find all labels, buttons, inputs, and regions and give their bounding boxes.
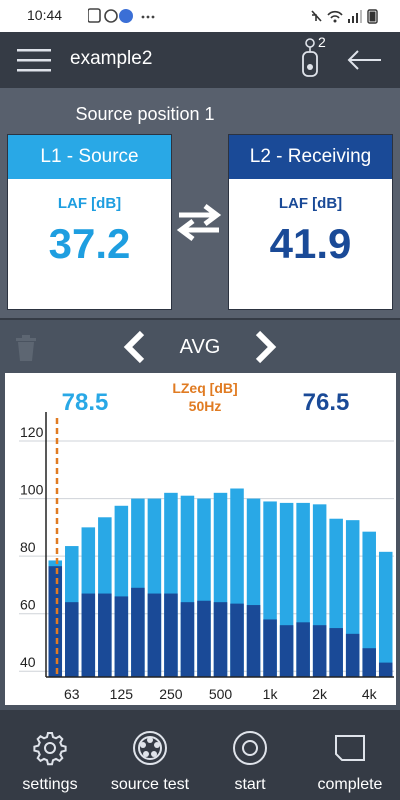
y-tick-label: 40 bbox=[20, 654, 36, 670]
page-title: example2 bbox=[70, 48, 153, 69]
card-unit: LAF [dB] bbox=[278, 195, 343, 212]
spectrum-chart[interactable]: 40 60 80 100 120 63 125 250 500 1k 2k 4k 78.5 LZeq … bbox=[5, 373, 396, 705]
chart-metric-label: LZeq [dB] bbox=[172, 380, 237, 396]
x-tick-label: 250 bbox=[159, 686, 183, 702]
chart-svg: 40 60 80 100 120 63 125 250 500 1k 2k 4k 78.5 LZeq … bbox=[19, 380, 394, 702]
chart-bar bbox=[131, 587, 145, 677]
start-circle-icon bbox=[233, 731, 267, 765]
nav-label: start bbox=[234, 776, 266, 793]
speaker-icon bbox=[133, 731, 167, 765]
chart-bar bbox=[378, 551, 393, 677]
chart-bar bbox=[65, 602, 79, 677]
card-unit: LAF [dB] bbox=[57, 195, 122, 212]
chart-bar bbox=[197, 600, 211, 677]
chart-bar bbox=[164, 593, 178, 677]
chart-bar bbox=[114, 596, 129, 677]
bottom-nav: settings source test start complete bbox=[0, 710, 400, 800]
card-value: 41.9 bbox=[269, 220, 352, 267]
source-test-button[interactable]: source test bbox=[100, 710, 200, 800]
l1-source-card[interactable]: L1 - Source LAF [dB] 37.2 bbox=[7, 134, 172, 310]
trash-icon[interactable] bbox=[14, 334, 38, 362]
system-icons bbox=[311, 9, 378, 24]
gear-icon bbox=[33, 732, 67, 766]
chart-bar bbox=[230, 603, 244, 677]
spectrum-section: AVG 40 60 80 100 120 63 125 250 500 1k 2k 4k 78.5 L… bbox=[0, 320, 400, 710]
chart-bar bbox=[329, 628, 343, 677]
l2-receiving-card[interactable]: L2 - Receiving LAF [dB] 41.9 bbox=[228, 134, 393, 310]
complete-button[interactable]: complete bbox=[300, 710, 400, 800]
nav-label: source test bbox=[110, 776, 190, 793]
chart-bar bbox=[362, 531, 376, 677]
notification-icons bbox=[88, 8, 155, 23]
chart-bar bbox=[48, 566, 63, 677]
y-tick-label: 100 bbox=[20, 482, 44, 498]
chart-bar bbox=[81, 593, 96, 677]
x-tick-label: 2k bbox=[312, 686, 328, 702]
settings-button[interactable]: settings bbox=[0, 710, 100, 800]
chart-bar bbox=[378, 662, 393, 677]
chart-bar bbox=[279, 625, 294, 677]
nav-label: settings bbox=[22, 776, 78, 793]
x-tick-label: 125 bbox=[110, 686, 134, 702]
chart-bar bbox=[180, 602, 195, 677]
chevron-left-icon[interactable] bbox=[122, 330, 148, 364]
x-tick-label: 500 bbox=[209, 686, 233, 702]
chart-bar bbox=[147, 593, 162, 677]
x-tick-label: 1k bbox=[263, 686, 279, 702]
menu-icon[interactable] bbox=[17, 46, 53, 74]
swap-arrows-icon[interactable] bbox=[175, 202, 223, 242]
chart-bar bbox=[263, 619, 277, 677]
back-arrow-icon[interactable] bbox=[346, 48, 382, 72]
level-panel: Source position 1 L1 - Source LAF [dB] 3… bbox=[0, 88, 400, 318]
chart-bar bbox=[246, 605, 261, 677]
device-count-badge: 2 bbox=[318, 34, 326, 50]
status-bar: 10:44 bbox=[0, 0, 400, 32]
y-tick-label: 80 bbox=[20, 539, 36, 555]
chart-bar bbox=[362, 648, 376, 677]
divider bbox=[0, 318, 400, 320]
complete-icon bbox=[335, 735, 365, 761]
chart-bar bbox=[345, 633, 360, 677]
chart-bar bbox=[296, 622, 310, 677]
card-header: L1 - Source bbox=[8, 135, 171, 179]
y-tick-label: 60 bbox=[20, 597, 36, 613]
mode-label: AVG bbox=[179, 336, 221, 358]
start-button[interactable]: start bbox=[200, 710, 300, 800]
status-time: 10:44 bbox=[27, 7, 63, 23]
app-bar: example2 2 bbox=[0, 32, 400, 88]
card-value: 37.2 bbox=[48, 220, 131, 267]
chart-right-value: 76.5 bbox=[303, 389, 350, 416]
nav-label: complete bbox=[317, 776, 383, 793]
chart-left-value: 78.5 bbox=[62, 389, 109, 416]
chart-band-label: 50Hz bbox=[189, 398, 222, 414]
source-position-label: Source position 1 bbox=[75, 104, 215, 124]
chevron-right-icon[interactable] bbox=[252, 330, 278, 364]
chart-bar bbox=[312, 625, 327, 677]
card-header: L2 - Receiving bbox=[229, 135, 392, 179]
chart-bar bbox=[213, 602, 228, 677]
chart-bar bbox=[98, 593, 112, 677]
x-tick-label: 63 bbox=[64, 686, 80, 702]
y-tick-label: 120 bbox=[20, 424, 44, 440]
x-tick-label: 4k bbox=[362, 686, 378, 702]
device-icon[interactable] bbox=[298, 36, 328, 80]
